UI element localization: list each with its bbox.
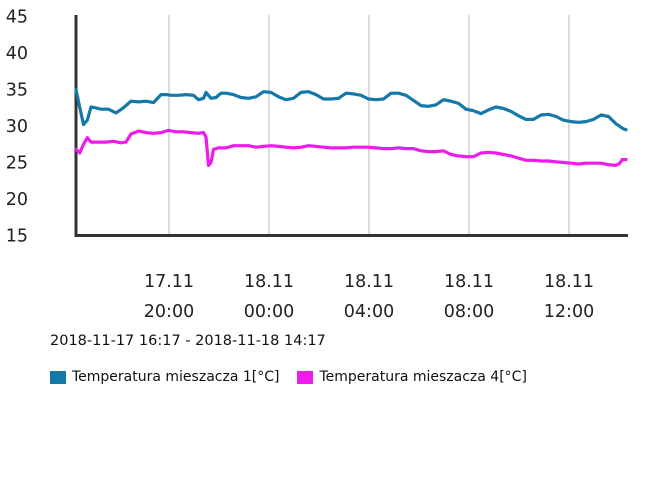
series-lines: [74, 87, 628, 167]
x-tick-labels: 17.11 20:00 18.11 00:00 18.11 04:00 18.11 08:00…: [144, 272, 594, 322]
x-tick-date-3: 18.11: [444, 272, 494, 292]
series-line-1: [74, 87, 628, 132]
y-tick-1: 40: [6, 44, 28, 64]
x-tick-time-1: 00:00: [244, 302, 294, 322]
series-line-2: [74, 128, 628, 167]
line-chart: 45 40 35 30 25 20 15 17.11 20:00 18.11 00:00 18.11…: [6, 8, 628, 322]
y-tick-0: 45: [6, 8, 28, 28]
x-tick-time-0: 20:00: [144, 302, 194, 322]
y-tick-labels: 45 40 35 30 25 20 15: [6, 8, 28, 247]
legend-swatch-series-1: [50, 370, 66, 384]
legend-item-series-2[interactable]: Temperatura mieszacza 4[°C]: [297, 369, 527, 385]
x-tick-date-4: 18.11: [544, 272, 594, 292]
legend-swatch-series-2: [297, 370, 314, 384]
x-tick-date-1: 18.11: [244, 272, 294, 292]
y-tick-4: 25: [6, 154, 28, 174]
x-tick-date-0: 17.11: [144, 272, 194, 292]
y-tick-6: 15: [6, 227, 28, 247]
axes: [74, 15, 628, 237]
legend: Temperatura mieszacza 1[°C] Temperatura …: [50, 369, 545, 385]
gridlines: [168, 15, 570, 235]
x-tick-time-4: 12:00: [544, 302, 594, 322]
legend-item-series-1[interactable]: Temperatura mieszacza 1[°C]: [50, 369, 279, 385]
time-range-label: 2018-11-17 16:17 - 2018-11-18 14:17: [50, 333, 326, 349]
y-tick-5: 20: [6, 190, 28, 210]
legend-label-series-1: Temperatura mieszacza 1[°C]: [72, 369, 280, 385]
x-tick-time-2: 04:00: [344, 302, 394, 322]
y-tick-3: 30: [6, 117, 28, 137]
x-tick-date-2: 18.11: [344, 272, 394, 292]
y-tick-2: 35: [6, 81, 28, 101]
x-tick-time-3: 08:00: [444, 302, 494, 322]
legend-label-series-2: Temperatura mieszacza 4[°C]: [319, 369, 527, 385]
